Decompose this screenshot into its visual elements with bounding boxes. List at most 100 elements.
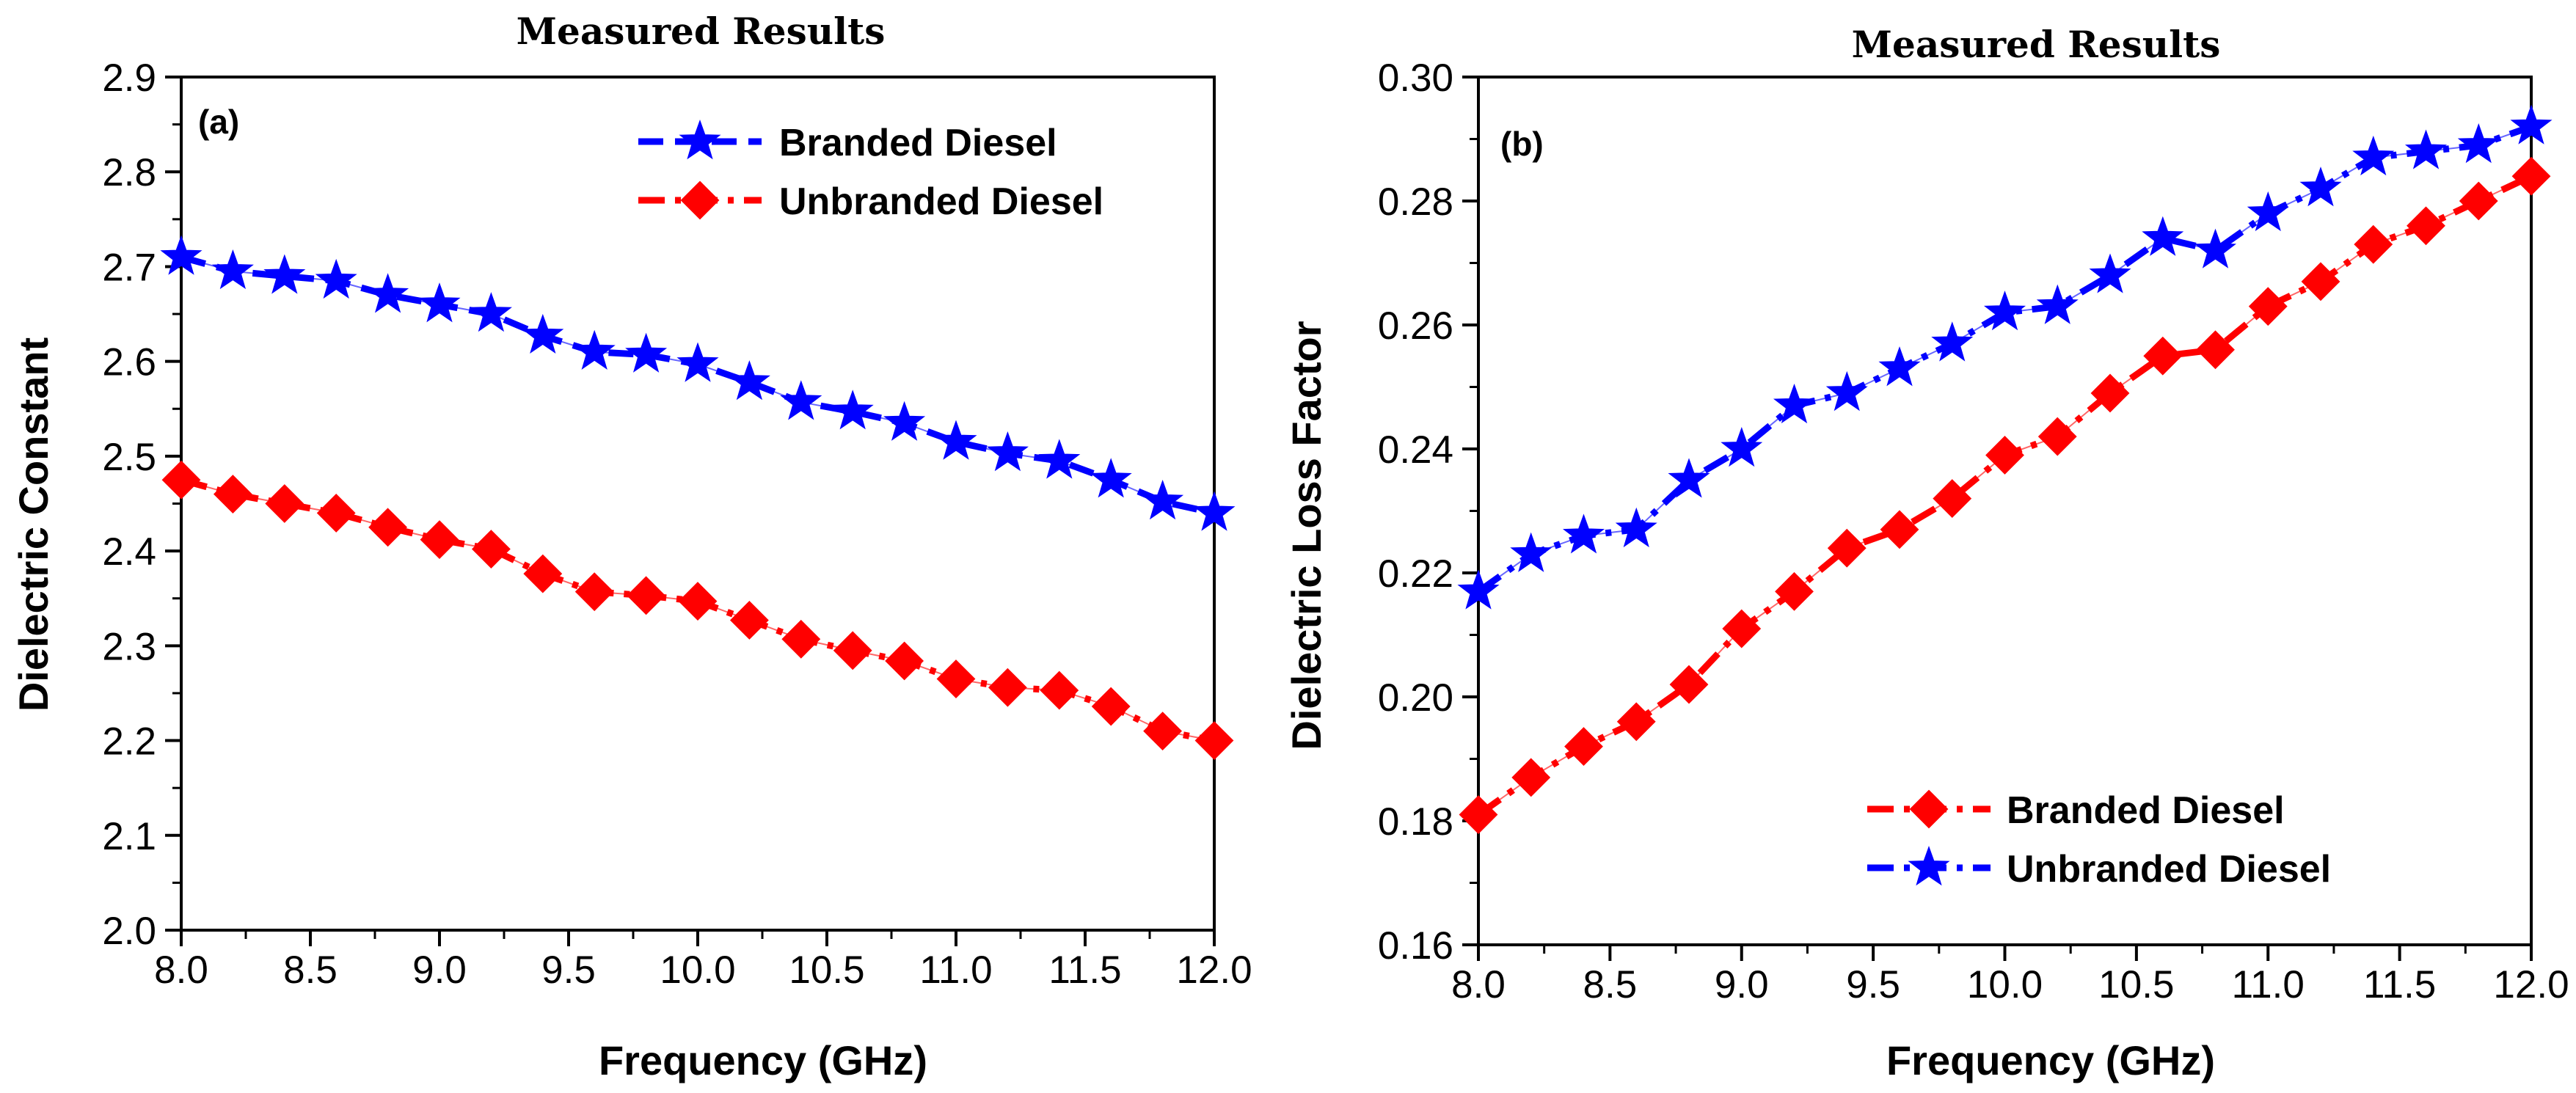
chart-a-series-1-point	[420, 520, 459, 560]
chart-a-x-tick-label: 12.0	[1176, 948, 1252, 992]
chart-a-title: Measured Results	[517, 10, 886, 53]
chart-a-series-1-point	[1194, 721, 1234, 760]
chart-b-series-1-point	[2510, 104, 2553, 145]
chart-a-series-0-point	[367, 273, 409, 313]
chart-b-legend-symbol-branded	[1867, 789, 1991, 829]
chart-a-series-0-point	[522, 313, 564, 354]
chart-b-series-1-point	[2142, 216, 2184, 256]
chart-a-x-tick-label: 10.5	[789, 948, 864, 992]
chart-b-series-0-point	[1669, 665, 1709, 704]
chart-a-series-1-point	[213, 475, 252, 513]
chart-a-series-0-point	[573, 329, 616, 370]
chart-a-y-tick-label: 2.1	[102, 815, 156, 858]
chart-a-legend-symbol-branded	[638, 120, 762, 160]
chart-panel-a: Measured Results (a) Frequency (GHz) Die…	[10, 10, 1252, 1083]
chart-b-legend-marker-1	[1908, 846, 1950, 886]
chart-a-series-0-point	[831, 390, 874, 430]
chart-b-x-tick-label: 8.5	[1583, 963, 1638, 1006]
chart-b-y-tick-label: 0.16	[1378, 924, 1453, 968]
chart-a-series-0-point	[728, 360, 770, 401]
chart-b-series-1-point	[1615, 507, 1657, 548]
chart-a-series-1-point	[678, 582, 718, 621]
chart-a-series-1-point	[471, 530, 511, 569]
chart-b-series-1-point	[1931, 321, 1974, 362]
chart-a-series-1-point	[368, 508, 408, 547]
chart-a-series-1-point	[781, 619, 821, 659]
chart-a-series-0-point	[1090, 458, 1132, 498]
chart-a-panel-label: (a)	[198, 103, 239, 141]
chart-a-x-tick-label: 11.5	[1048, 948, 1121, 992]
chart-b-legend: Branded Diesel Unbranded Diesel	[1867, 789, 2331, 891]
chart-b-series-0-point	[2037, 417, 2077, 456]
chart-b-y-tick-label: 0.30	[1378, 56, 1453, 100]
chart-b-series-0-point	[2248, 287, 2288, 326]
chart-a-legend-symbol-unbranded	[638, 180, 762, 220]
chart-a-legend: Branded Diesel Unbranded Diesel	[638, 120, 1103, 223]
chart-a-legend-marker-1	[680, 180, 720, 220]
chart-b-series-1-point	[2089, 253, 2131, 293]
chart-a-y-axis-label: Dielectric Constant	[10, 337, 56, 712]
chart-b-series-0-point	[2459, 181, 2498, 221]
chart-b-legend-item-unbranded: Unbranded Diesel	[1867, 846, 2331, 891]
chart-a-y-tick-label: 2.9	[102, 56, 156, 100]
chart-a-legend-label-unbranded: Unbranded Diesel	[779, 180, 1103, 223]
chart-b-x-tick-label: 9.0	[1715, 963, 1769, 1006]
chart-a-legend-item-unbranded: Unbranded Diesel	[638, 180, 1103, 223]
chart-a-x-tick-label: 9.5	[541, 948, 596, 992]
chart-a-y-tick-label: 2.7	[102, 246, 156, 289]
chart-b-series-1-point	[2247, 191, 2289, 232]
chart-b-series-1-point	[2194, 228, 2237, 268]
chart-b-series-1-point	[1457, 569, 1500, 610]
chart-a-series-1-point	[523, 554, 563, 593]
chart-b-series-1-point	[1721, 427, 1763, 467]
chart-b-legend-label-branded: Branded Diesel	[2007, 789, 2285, 832]
chart-b-y-tick-label: 0.22	[1378, 552, 1453, 596]
chart-a-series-0-point	[883, 401, 926, 441]
chart-b-y-tick-label: 0.28	[1378, 180, 1453, 224]
chart-b-series-1-point	[2457, 123, 2500, 164]
chart-b-series-1-point	[1878, 346, 1921, 387]
chart-a-series-0-point	[676, 342, 719, 382]
chart-a-series-0-point	[1038, 439, 1081, 479]
chart-b-series-0-point	[1775, 571, 1814, 611]
chart-b-x-tick-label: 10.5	[2098, 963, 2174, 1006]
chart-a-series-0-point	[470, 292, 512, 332]
chart-a-series-0-point	[1142, 479, 1184, 520]
chart-b-series-branded	[1459, 156, 2551, 834]
chart-b-series-unbranded	[1457, 104, 2553, 610]
chart-b-series-1-point	[1773, 383, 1816, 424]
chart-a-y-tick-label: 2.3	[102, 625, 156, 668]
chart-b-series-1-point	[1825, 370, 1868, 412]
chart-b-title: Measured Results	[1852, 23, 2221, 66]
chart-a-x-tick-label: 10.0	[660, 948, 735, 992]
chart-a-series-1-point	[833, 631, 872, 670]
chart-b-y-tick-label: 0.18	[1378, 800, 1453, 844]
chart-a-y-tick-label: 2.8	[102, 151, 156, 194]
chart-b-series-0-point	[1985, 436, 2024, 475]
chart-b-panel-label: (b)	[1500, 125, 1544, 163]
chart-a-series-1-point	[161, 460, 201, 500]
chart-b-series-1-point	[2299, 167, 2342, 207]
chart-b-y-tick-label: 0.24	[1378, 428, 1453, 472]
chart-b-legend-marker-0	[1909, 789, 1949, 829]
chart-b-series-0-point	[2407, 206, 2445, 246]
chart-b-series-1-point	[2036, 284, 2079, 324]
chart-a-series-0-point	[211, 249, 254, 290]
chart-a-x-tick-label: 8.0	[154, 948, 208, 992]
chart-a-series-1-point	[316, 494, 356, 533]
chart-a-series-1-point	[729, 601, 769, 640]
chart-a-series-0-point	[780, 380, 822, 420]
chart-b-x-axis-label: Frequency (GHz)	[1886, 1037, 2215, 1083]
chart-a-series-branded	[160, 235, 1236, 531]
chart-b-x-tick-label: 10.0	[1967, 963, 2043, 1006]
chart-a-series-0-point	[315, 258, 357, 299]
chart-a-y-tick-label: 2.2	[102, 720, 156, 764]
chart-a-legend-item-branded: Branded Diesel	[638, 120, 1057, 164]
chart-b-x-tick-label: 8.0	[1451, 963, 1506, 1006]
chart-b-series-0-point	[1511, 758, 1551, 797]
chart-a-series-1-point	[936, 659, 976, 698]
chart-b-y-axis-label: Dielectric Loss Factor	[1283, 321, 1329, 750]
chart-a-y-tick-label: 2.4	[102, 530, 156, 574]
chart-b-series-1-point	[2404, 129, 2448, 169]
